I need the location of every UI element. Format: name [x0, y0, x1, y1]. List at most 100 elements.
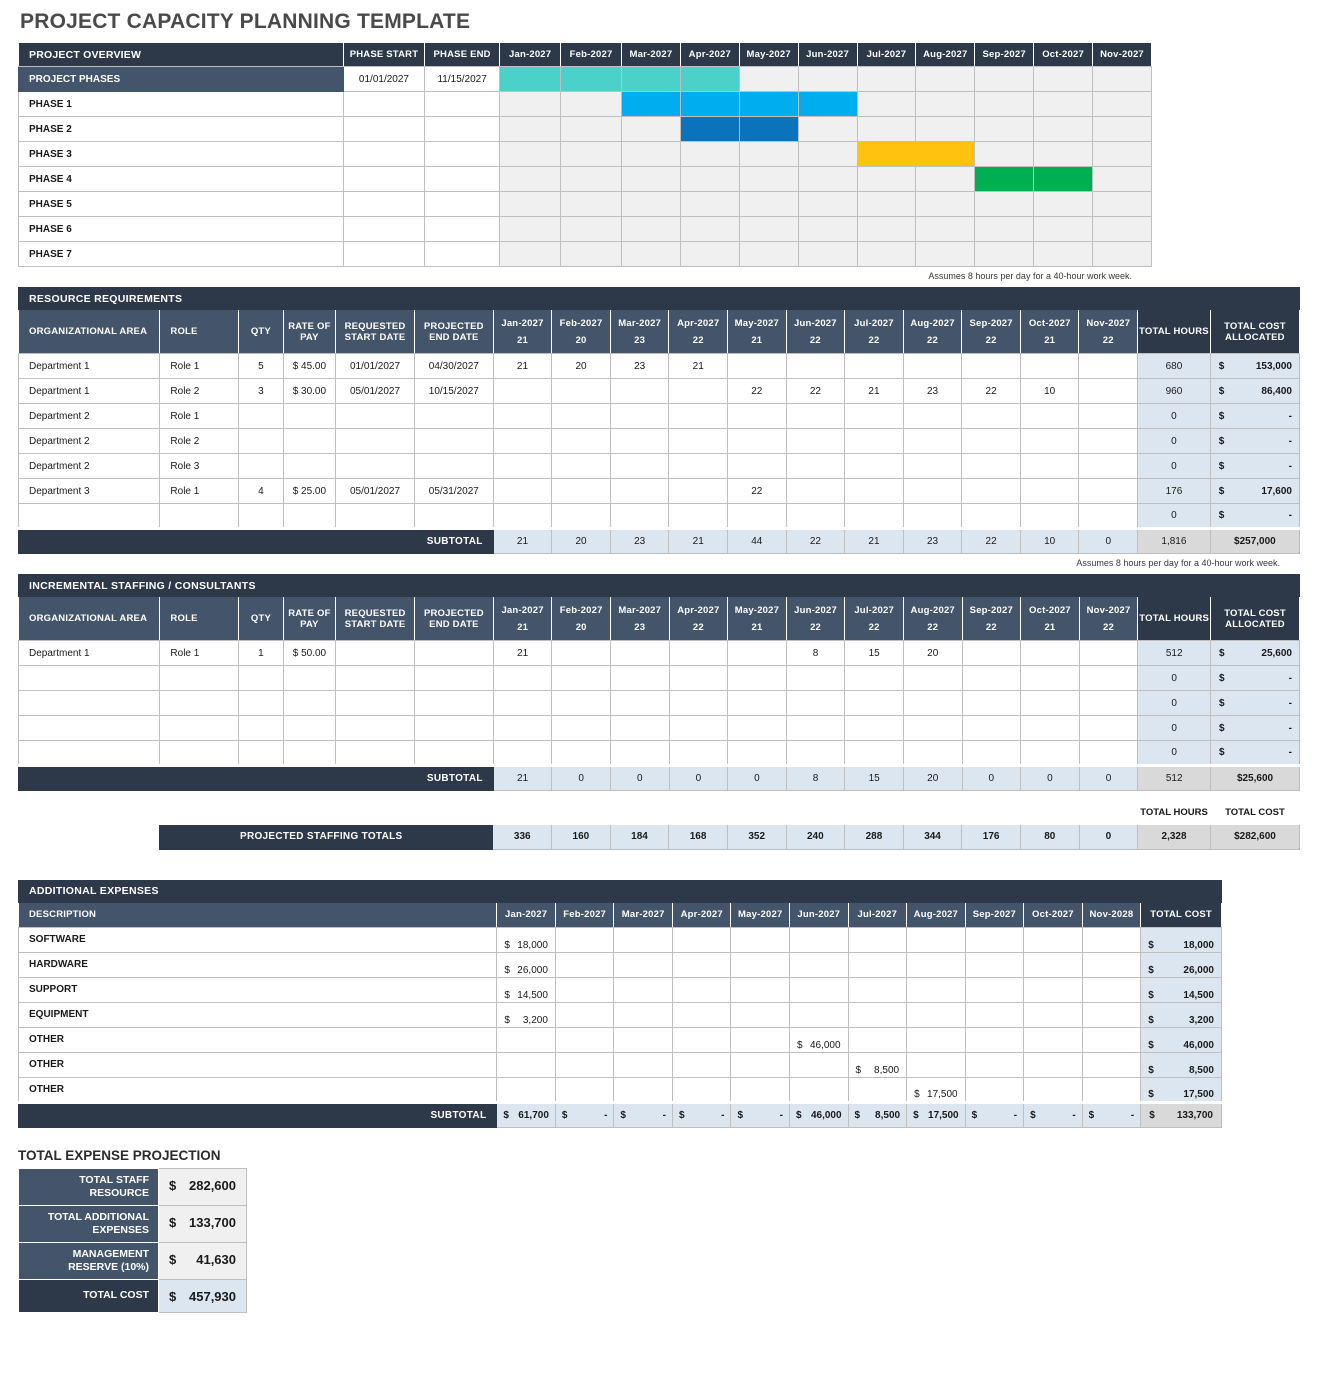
resource-month-1-4[interactable]: 21 — [668, 353, 729, 379]
gantt-cell-r7-c8[interactable] — [915, 216, 976, 242]
gantt-cell-r6-c10[interactable] — [1033, 191, 1093, 217]
expense-cell-1-10[interactable] — [1023, 926, 1083, 953]
resource-month-7-2[interactable] — [551, 503, 611, 529]
gantt-cell-r1-c11[interactable] — [1092, 66, 1152, 92]
gantt-bar-r1-c2[interactable] — [560, 66, 622, 92]
gantt-cell-r4-c2[interactable] — [560, 141, 622, 167]
resource-month-5-1[interactable] — [492, 453, 553, 479]
resource-month-6-10[interactable] — [1019, 478, 1080, 504]
gantt-bar-r3-c4[interactable] — [679, 116, 740, 142]
expense-cell-5-7[interactable] — [847, 1026, 908, 1053]
expense-cell-2-10[interactable] — [1023, 951, 1083, 978]
expense-cell-5-2[interactable] — [554, 1026, 615, 1053]
resource-month-7-9[interactable] — [961, 503, 1021, 529]
incremental-month-5-2[interactable] — [551, 740, 611, 766]
incremental-month-4-2[interactable] — [551, 715, 611, 741]
gantt-cell-r4-c10[interactable] — [1033, 141, 1093, 167]
incremental-start-5[interactable] — [335, 740, 415, 766]
incremental-month-1-8[interactable]: 20 — [902, 640, 963, 666]
resource-month-4-3[interactable] — [609, 428, 670, 454]
expense-cell-7-10[interactable] — [1023, 1076, 1083, 1103]
gantt-cell-r2-c2[interactable] — [560, 91, 622, 117]
gantt-cell-r5-c11[interactable] — [1092, 166, 1152, 192]
resource-month-5-2[interactable] — [551, 453, 611, 479]
resource-month-5-3[interactable] — [609, 453, 670, 479]
expense-cell-4-2[interactable] — [554, 1001, 615, 1028]
gantt-cell-r7-c1[interactable] — [499, 216, 562, 242]
expense-cell-2-11[interactable] — [1081, 951, 1142, 978]
incremental-month-5-9[interactable] — [961, 740, 1022, 766]
expense-desc-2[interactable]: HARDWARE — [17, 951, 498, 978]
phase-start-2[interactable] — [342, 91, 426, 117]
expense-cell-3-4[interactable] — [671, 976, 732, 1003]
gantt-cell-r6-c9[interactable] — [974, 191, 1035, 217]
expense-cell-3-9[interactable] — [964, 976, 1025, 1003]
incremental-month-4-8[interactable] — [902, 715, 963, 741]
incremental-month-3-6[interactable] — [785, 690, 846, 716]
phase-end-7[interactable] — [424, 216, 501, 242]
resource-month-3-3[interactable] — [609, 403, 670, 429]
expense-desc-7[interactable]: OTHER — [17, 1076, 498, 1103]
expense-cell-4-1[interactable]: $3,200 — [496, 1001, 556, 1028]
gantt-cell-r3-c2[interactable] — [560, 116, 622, 142]
expense-cell-7-2[interactable] — [554, 1076, 615, 1103]
incremental-month-4-10[interactable] — [1020, 715, 1080, 741]
resource-month-4-11[interactable] — [1078, 428, 1139, 454]
incremental-month-5-6[interactable] — [785, 740, 846, 766]
gantt-cell-r5-c8[interactable] — [915, 166, 976, 192]
resource-month-3-6[interactable] — [785, 403, 846, 429]
gantt-cell-r4-c4[interactable] — [679, 141, 740, 167]
resource-area-6[interactable]: Department 3 — [17, 478, 161, 504]
resource-month-6-1[interactable] — [492, 478, 553, 504]
expense-cell-5-11[interactable] — [1081, 1026, 1142, 1053]
gantt-bar-r4-c7[interactable] — [856, 141, 917, 167]
gantt-cell-r2-c8[interactable] — [915, 91, 976, 117]
phase-start-8[interactable] — [342, 241, 426, 267]
expense-cell-2-4[interactable] — [671, 951, 732, 978]
gantt-cell-r3-c9[interactable] — [974, 116, 1035, 142]
resource-month-5-9[interactable] — [961, 453, 1021, 479]
phase-end-4[interactable] — [424, 141, 501, 167]
resource-month-6-11[interactable] — [1078, 478, 1139, 504]
expense-cell-3-5[interactable] — [730, 976, 791, 1003]
phase-end-2[interactable] — [424, 91, 501, 117]
resource-role-7[interactable] — [159, 503, 240, 529]
resource-rate-6[interactable]: $ 25.00 — [282, 478, 337, 504]
expense-cell-5-10[interactable] — [1023, 1026, 1083, 1053]
incremental-month-2-11[interactable] — [1078, 665, 1139, 691]
gantt-cell-r2-c9[interactable] — [974, 91, 1035, 117]
resource-end-3[interactable] — [413, 403, 494, 429]
gantt-cell-r7-c4[interactable] — [679, 216, 740, 242]
resource-month-4-8[interactable] — [902, 428, 963, 454]
expense-cell-4-7[interactable] — [847, 1001, 908, 1028]
resource-area-3[interactable]: Department 2 — [17, 403, 161, 429]
phase-end-3[interactable] — [424, 116, 501, 142]
expense-cell-2-9[interactable] — [964, 951, 1025, 978]
resource-month-3-10[interactable] — [1019, 403, 1080, 429]
resource-month-5-5[interactable] — [727, 453, 787, 479]
expense-cell-3-1[interactable]: $14,500 — [496, 976, 556, 1003]
gantt-cell-r3-c8[interactable] — [915, 116, 976, 142]
expense-cell-5-1[interactable] — [496, 1026, 556, 1053]
gantt-cell-r1-c7[interactable] — [856, 66, 917, 92]
expense-cell-4-3[interactable] — [613, 1001, 673, 1028]
gantt-cell-r2-c1[interactable] — [499, 91, 562, 117]
gantt-cell-r8-c10[interactable] — [1033, 241, 1093, 267]
incremental-month-2-7[interactable] — [844, 665, 904, 691]
incremental-month-4-5[interactable] — [727, 715, 787, 741]
resource-qty-3[interactable] — [238, 403, 284, 429]
resource-area-7[interactable] — [17, 503, 161, 529]
phase-end-5[interactable] — [424, 166, 501, 192]
resource-month-5-11[interactable] — [1078, 453, 1139, 479]
gantt-bar-r2-c5[interactable] — [738, 91, 799, 117]
resource-month-2-2[interactable] — [551, 378, 611, 404]
resource-end-5[interactable] — [413, 453, 494, 479]
expense-cell-7-11[interactable] — [1081, 1076, 1142, 1103]
resource-month-5-7[interactable] — [844, 453, 904, 479]
resource-area-5[interactable]: Department 2 — [17, 453, 161, 479]
resource-month-3-8[interactable] — [902, 403, 963, 429]
expense-cell-2-2[interactable] — [554, 951, 615, 978]
incremental-end-5[interactable] — [413, 740, 494, 766]
resource-rate-2[interactable]: $ 30.00 — [282, 378, 337, 404]
gantt-cell-r3-c3[interactable] — [621, 116, 681, 142]
